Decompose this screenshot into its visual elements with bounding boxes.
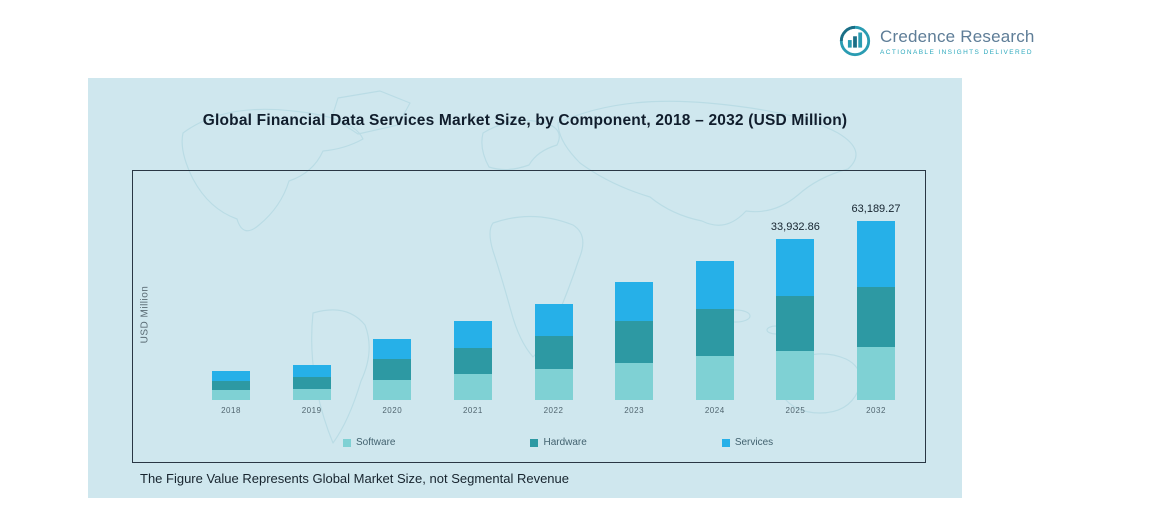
bar-value-label-2025: 33,932.86 (770, 221, 820, 233)
bar-segment-hardware (695, 309, 734, 356)
legend-label-hardware: Hardware (543, 437, 587, 448)
bar-segment-software (534, 369, 573, 400)
bar-value-label-2032: 63,189.27 (851, 203, 901, 215)
bar-segment-services (373, 339, 412, 359)
bar-segment-software (212, 390, 250, 400)
legend-marker-services (721, 438, 730, 447)
legend-item-hardware: Hardware (530, 437, 587, 448)
bar-segment-hardware (534, 336, 573, 369)
bar-segment-software (857, 347, 895, 400)
bar-segment-services (453, 321, 492, 348)
bar-segment-software (695, 356, 734, 400)
legend-item-services: Services (721, 437, 774, 448)
bar-stack (776, 239, 815, 400)
x-tick-2032: 2032 (866, 406, 886, 415)
bar-segment-services (695, 261, 734, 309)
bar-segment-software (615, 363, 654, 400)
y-axis-label: USD Million (139, 285, 151, 344)
legend-label-services: Services (734, 437, 774, 448)
bar-stack (212, 371, 250, 400)
x-tick-2018: 2018 (221, 406, 241, 415)
chart-panel: Global Financial Data Services Market Si… (88, 78, 962, 498)
bar-2021: 2021 (453, 191, 492, 415)
logo-chart-circle-icon (839, 25, 871, 57)
bar-2023: 2023 (615, 191, 654, 415)
x-tick-2025: 2025 (785, 406, 806, 415)
bar-2022: 2022 (534, 191, 573, 415)
bar-stack (857, 221, 895, 400)
bar-segment-hardware (292, 377, 331, 389)
bar-2018: 2018 (212, 191, 250, 415)
bar-segment-services (857, 221, 895, 287)
x-tick-2024: 2024 (704, 406, 725, 415)
bar-2020: 2020 (373, 191, 412, 415)
legend-label-software: Software (356, 437, 396, 448)
bar-stack (615, 282, 654, 400)
bar-segment-services (292, 365, 331, 377)
bar-stack (453, 321, 492, 400)
bar-segment-software (776, 351, 815, 400)
x-tick-2019: 2019 (301, 406, 322, 415)
x-tick-2022: 2022 (543, 406, 564, 415)
bar-2025: 33,932.86 2025 (771, 191, 820, 415)
bar-stack (534, 304, 573, 400)
x-tick-2023: 2023 (624, 406, 645, 415)
legend-marker-hardware (530, 438, 539, 447)
chart-plot-area: USD Million 2018 2019 2020 2021 2022 2023 2024… (132, 170, 926, 463)
legend: Software Hardware Services (133, 437, 925, 448)
chart-title: Global Financial Data Services Market Si… (202, 112, 848, 129)
credence-research-logo: Credence Research Actionable Insights De… (838, 24, 1035, 58)
bar-segment-software (453, 374, 492, 400)
x-tick-2020: 2020 (382, 406, 403, 415)
x-tick-2021: 2021 (462, 406, 483, 415)
bar-segment-hardware (776, 296, 815, 351)
bar-segment-software (292, 389, 331, 400)
bar-2032: 63,189.27 2032 (852, 191, 901, 415)
legend-marker-software (343, 438, 351, 447)
footnote: The Figure Value Represents Global Marke… (140, 471, 569, 486)
bar-segment-hardware (453, 348, 492, 374)
bar-segment-hardware (373, 359, 412, 380)
logo-text: Credence Research Actionable Insights De… (880, 27, 1035, 56)
legend-item-software: Software (343, 437, 395, 448)
bars-container: 2018 2019 2020 2021 2022 2023 2024 33,932.86 202… (212, 191, 901, 415)
bar-segment-services (776, 239, 815, 296)
logo-tagline: Actionable Insights Delivered (880, 48, 1033, 56)
bar-segment-hardware (857, 287, 895, 347)
bar-segment-hardware (212, 381, 250, 390)
bar-segment-services (212, 371, 250, 381)
bar-2024: 2024 (695, 191, 734, 415)
bar-segment-hardware (615, 321, 654, 363)
bar-segment-software (373, 380, 412, 400)
bar-stack (695, 261, 734, 400)
bar-stack (292, 365, 331, 400)
bar-segment-services (615, 282, 654, 321)
logo-name: Credence Research (880, 26, 1035, 46)
bar-2019: 2019 (292, 191, 331, 415)
bar-segment-services (534, 304, 573, 336)
bar-stack (373, 339, 412, 400)
